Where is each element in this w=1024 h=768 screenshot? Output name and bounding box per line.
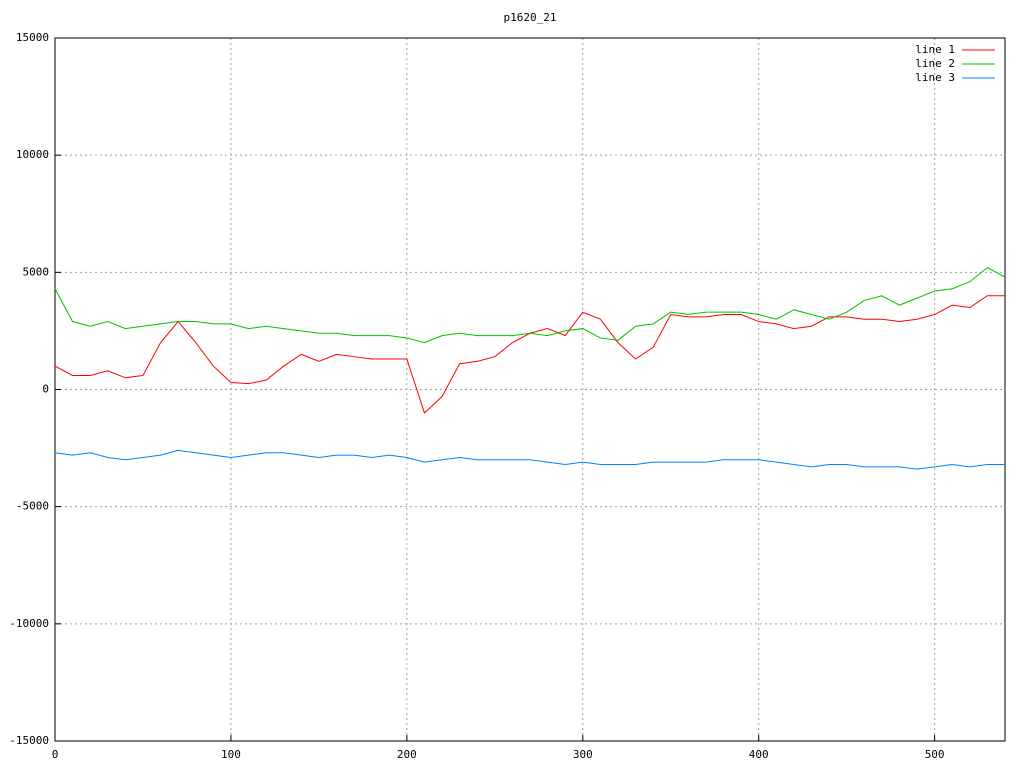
series-line — [54, 449, 1005, 470]
x-tick-label: 300 — [573, 748, 593, 761]
series-line — [54, 267, 1006, 344]
x-tick-label: 500 — [925, 748, 945, 761]
x-tick-label: 400 — [749, 748, 769, 761]
legend-label: line 3 — [915, 71, 955, 84]
legend-label: line 2 — [915, 57, 955, 70]
y-tick-label: 10000 — [16, 148, 49, 161]
legend-label: line 1 — [915, 43, 955, 56]
y-tick-label: -5000 — [16, 500, 49, 513]
x-tick-label: 0 — [52, 748, 59, 761]
y-tick-label: 0 — [42, 383, 49, 396]
y-tick-label: 5000 — [23, 265, 50, 278]
x-tick-label: 200 — [397, 748, 417, 761]
y-tick-label: -15000 — [9, 734, 49, 747]
plot-frame — [54, 37, 1006, 742]
y-tick-label: -10000 — [9, 617, 49, 630]
chart-title: p1620_21 — [504, 11, 557, 24]
y-tick-label: 15000 — [16, 31, 49, 44]
x-tick-label: 100 — [221, 748, 241, 761]
